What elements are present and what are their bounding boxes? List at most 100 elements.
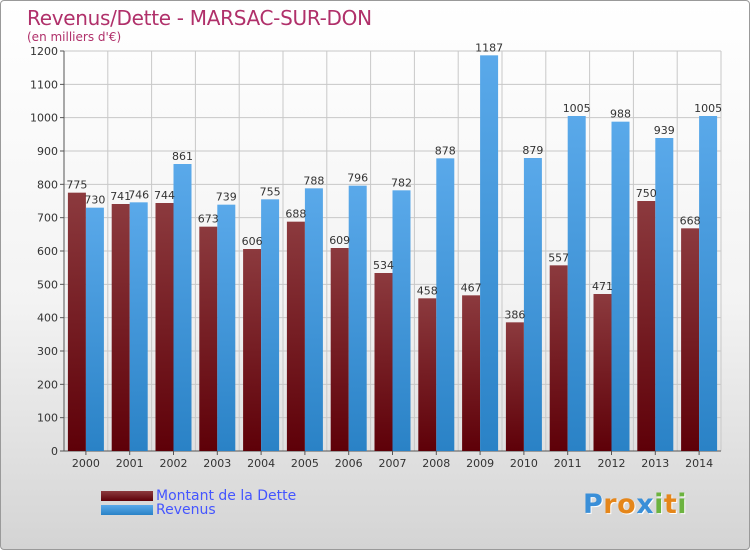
data-label-dette: 744	[154, 189, 175, 202]
proxiti-logo: Proxiti	[583, 489, 687, 520]
data-label-revenus: 796	[347, 172, 368, 185]
data-label-dette: 467	[461, 281, 482, 294]
bar-revenus	[480, 55, 499, 451]
data-label-revenus: 730	[84, 194, 105, 207]
data-label-revenus: 861	[172, 150, 193, 163]
legend-item-revenus: Revenus	[101, 502, 216, 518]
legend-item-dette: Montant de la Dette	[101, 488, 296, 504]
chart-title: Revenus/Dette - MARSAC-SUR-DON	[27, 6, 372, 30]
bar-revenus	[699, 116, 718, 451]
data-label-dette: 609	[329, 234, 350, 247]
legend-label-revenus: Revenus	[156, 502, 216, 518]
bar-revenus	[655, 138, 674, 451]
bar-revenus	[304, 188, 323, 452]
bar-dette	[418, 298, 437, 451]
data-label-revenus: 782	[391, 176, 412, 189]
data-label-dette: 688	[285, 208, 306, 221]
bar-dette	[549, 265, 568, 451]
data-label-dette: 668	[680, 214, 701, 227]
bar-dette	[637, 201, 656, 451]
y-tick-label: 1200	[30, 45, 58, 58]
data-label-revenus: 939	[654, 124, 675, 137]
logo-letter: t	[663, 489, 678, 520]
data-label-dette: 471	[592, 280, 613, 293]
bar-dette	[67, 192, 86, 451]
y-tick-label: 1000	[30, 112, 58, 125]
y-tick-label: 500	[37, 278, 58, 291]
x-tick-label: 2009	[466, 457, 494, 470]
bar-revenus	[348, 185, 367, 451]
y-tick-label: 0	[51, 445, 58, 458]
bar-revenus	[217, 204, 236, 451]
bar-dette	[155, 203, 174, 451]
bar-dette	[330, 248, 349, 451]
legend-swatch-revenus	[101, 505, 153, 515]
x-tick-label: 2010	[510, 457, 538, 470]
x-tick-label: 2011	[554, 457, 582, 470]
bar-revenus	[129, 202, 148, 451]
bar-dette	[199, 226, 218, 451]
data-label-revenus: 1187	[475, 41, 503, 54]
bar-dette	[243, 249, 262, 451]
chart-subtitle: (en milliers d'€)	[27, 30, 122, 44]
y-tick-label: 300	[37, 345, 58, 358]
x-tick-label: 2013	[641, 457, 669, 470]
legend-label-dette: Montant de la Dette	[156, 488, 297, 504]
y-tick-label: 1100	[30, 78, 58, 91]
data-label-dette: 750	[636, 187, 657, 200]
bar-dette	[111, 204, 130, 451]
bar-dette	[462, 295, 481, 451]
x-tick-label: 2007	[379, 457, 407, 470]
logo-letter: i	[677, 489, 688, 520]
y-tick-label: 600	[37, 245, 58, 258]
bars	[67, 55, 718, 452]
data-label-dette: 741	[110, 190, 131, 203]
data-label-revenus: 746	[128, 188, 149, 201]
bar-revenus	[392, 190, 411, 452]
logo-letter: P	[583, 489, 604, 520]
data-label-revenus: 1005	[694, 102, 722, 115]
bar-revenus	[85, 207, 104, 451]
data-label-dette: 458	[417, 284, 438, 297]
logo-letter: r	[603, 489, 618, 520]
logo-letter: o	[617, 489, 637, 520]
data-label-revenus: 788	[303, 174, 324, 187]
bar-revenus	[173, 164, 192, 451]
bar-revenus	[567, 116, 586, 451]
bar-revenus	[261, 199, 280, 451]
data-label-revenus: 739	[216, 191, 237, 204]
bar-dette	[505, 322, 524, 451]
x-tick-label: 2014	[685, 457, 713, 470]
data-label-dette: 386	[504, 308, 525, 321]
y-tick-label: 800	[37, 178, 58, 191]
x-tick-label: 2005	[291, 457, 319, 470]
data-label-revenus: 988	[610, 108, 631, 121]
x-tick-label: 2001	[116, 457, 144, 470]
data-label-revenus: 879	[522, 144, 543, 157]
bar-revenus	[611, 121, 630, 452]
y-tick-label: 200	[37, 378, 58, 391]
y-tick-label: 400	[37, 312, 58, 325]
data-label-revenus: 1005	[563, 102, 591, 115]
data-label-revenus: 755	[260, 185, 281, 198]
y-tick-label: 100	[37, 412, 58, 425]
x-tick-label: 2012	[598, 457, 626, 470]
data-label-dette: 775	[66, 179, 87, 192]
bar-revenus	[523, 158, 542, 451]
data-label-dette: 534	[373, 259, 394, 272]
bar-dette	[593, 294, 612, 451]
legend-swatch-dette	[101, 491, 153, 501]
data-label-dette: 557	[548, 251, 569, 264]
x-tick-label: 2003	[203, 457, 231, 470]
x-tick-label: 2000	[72, 457, 100, 470]
y-tick-label: 700	[37, 212, 58, 225]
x-tick-label: 2004	[247, 457, 275, 470]
data-label-dette: 673	[198, 213, 219, 226]
bar-dette	[286, 221, 305, 451]
bar-dette	[374, 273, 393, 451]
y-tick-label: 900	[37, 145, 58, 158]
x-tick-label: 2008	[422, 457, 450, 470]
